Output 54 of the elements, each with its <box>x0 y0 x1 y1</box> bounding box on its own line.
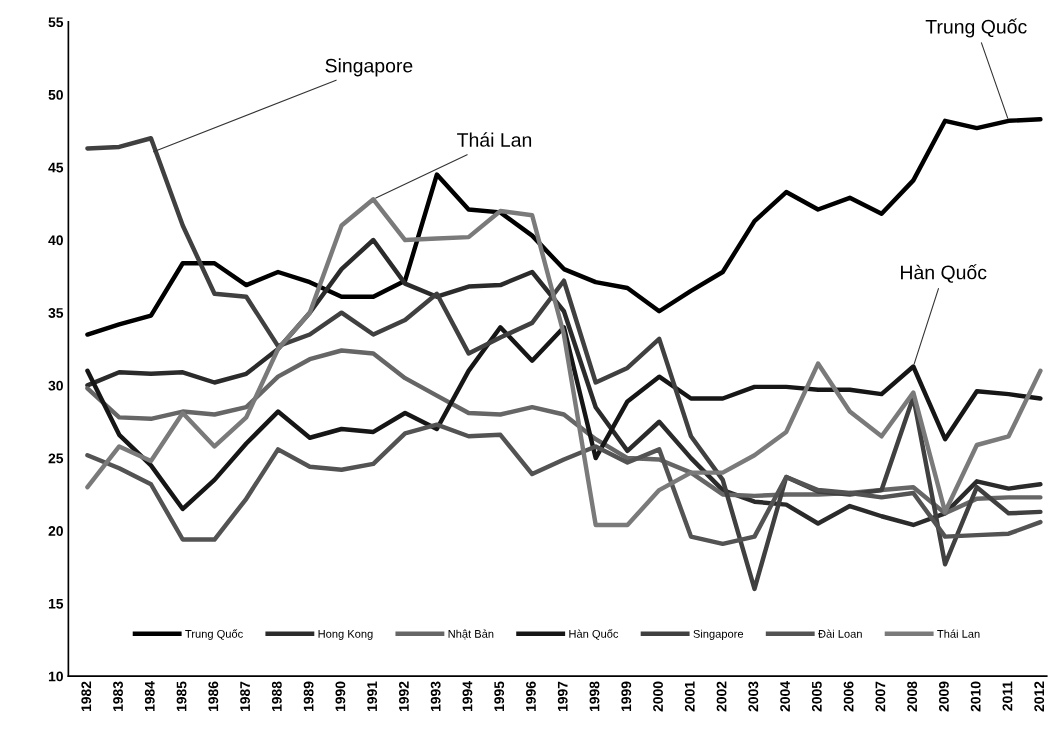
x-tick-label: 1995 <box>494 681 505 712</box>
line-series <box>85 422 1043 547</box>
x-tick-label: 2001 <box>684 681 695 712</box>
annotation: Thái Lan <box>457 132 532 147</box>
x-tick-label: 1996 <box>526 681 536 712</box>
x-tick-label: 1989 <box>303 681 314 712</box>
x-tick-label: 2006 <box>843 681 854 712</box>
x-tick-label: 1983 <box>113 681 123 712</box>
annotation: Singapore <box>325 58 413 77</box>
y-tick-label: 20 <box>48 526 63 536</box>
x-tick-label: 1988 <box>271 681 282 712</box>
x-tick-label: 1997 <box>557 681 568 712</box>
x-tick-label: 2012 <box>1034 681 1045 712</box>
x-tick-label: 1998 <box>589 681 600 712</box>
annotation: Trung Quốc <box>925 18 1027 38</box>
x-tick-label: 2010 <box>970 681 981 712</box>
x-tick-label: 2008 <box>907 681 918 712</box>
x-tick-label: 2011 <box>1002 681 1013 711</box>
x-tick-label: 2003 <box>748 681 759 712</box>
x-tick-label: 2004 <box>780 681 790 712</box>
x-tick-label: 2007 <box>875 681 886 712</box>
legend-label: Thái Lan <box>937 629 980 638</box>
x-tick-label: 1987 <box>240 681 250 712</box>
x-tick-label: 2002 <box>716 681 727 712</box>
y-tick-label: 50 <box>48 89 63 100</box>
y-tick-label: 45 <box>48 162 64 173</box>
legend-label: Singapore <box>693 629 744 641</box>
legend-label: Đài Loan <box>818 629 862 638</box>
line-series <box>85 117 1043 337</box>
y-tick-label: 55 <box>48 17 64 28</box>
legend-label: Trung Quốc <box>185 629 243 641</box>
annotation: Hàn Quốc <box>901 264 987 283</box>
legend-label: Hong Kong <box>318 630 373 641</box>
x-tick-label: 2000 <box>653 681 663 712</box>
x-tick-label: 1991 <box>367 681 378 712</box>
y-tick-label: 35 <box>48 308 64 318</box>
x-tick-label: 1990 <box>335 681 346 712</box>
x-tick-label: 1986 <box>208 681 219 712</box>
x-tick-label: 1992 <box>398 681 409 712</box>
y-tick-label: 40 <box>48 235 63 246</box>
y-tick-label: 25 <box>48 453 64 464</box>
legend-label: Hàn Quốc <box>569 629 619 640</box>
x-tick-label: 1993 <box>430 681 441 712</box>
y-tick-label: 30 <box>48 380 63 391</box>
legend-label: Nhật Bản <box>448 629 494 640</box>
x-tick-label: 1999 <box>621 681 632 712</box>
y-tick-label: 15 <box>48 598 64 609</box>
x-tick-label: 2005 <box>811 681 822 712</box>
x-tick-label: 2009 <box>938 681 949 712</box>
x-tick-label: 1982 <box>81 681 92 712</box>
y-tick-label: 10 <box>48 671 63 682</box>
x-tick-label: 1985 <box>176 681 187 712</box>
x-tick-label: 1994 <box>462 681 473 712</box>
x-tick-label: 1984 <box>144 681 155 712</box>
